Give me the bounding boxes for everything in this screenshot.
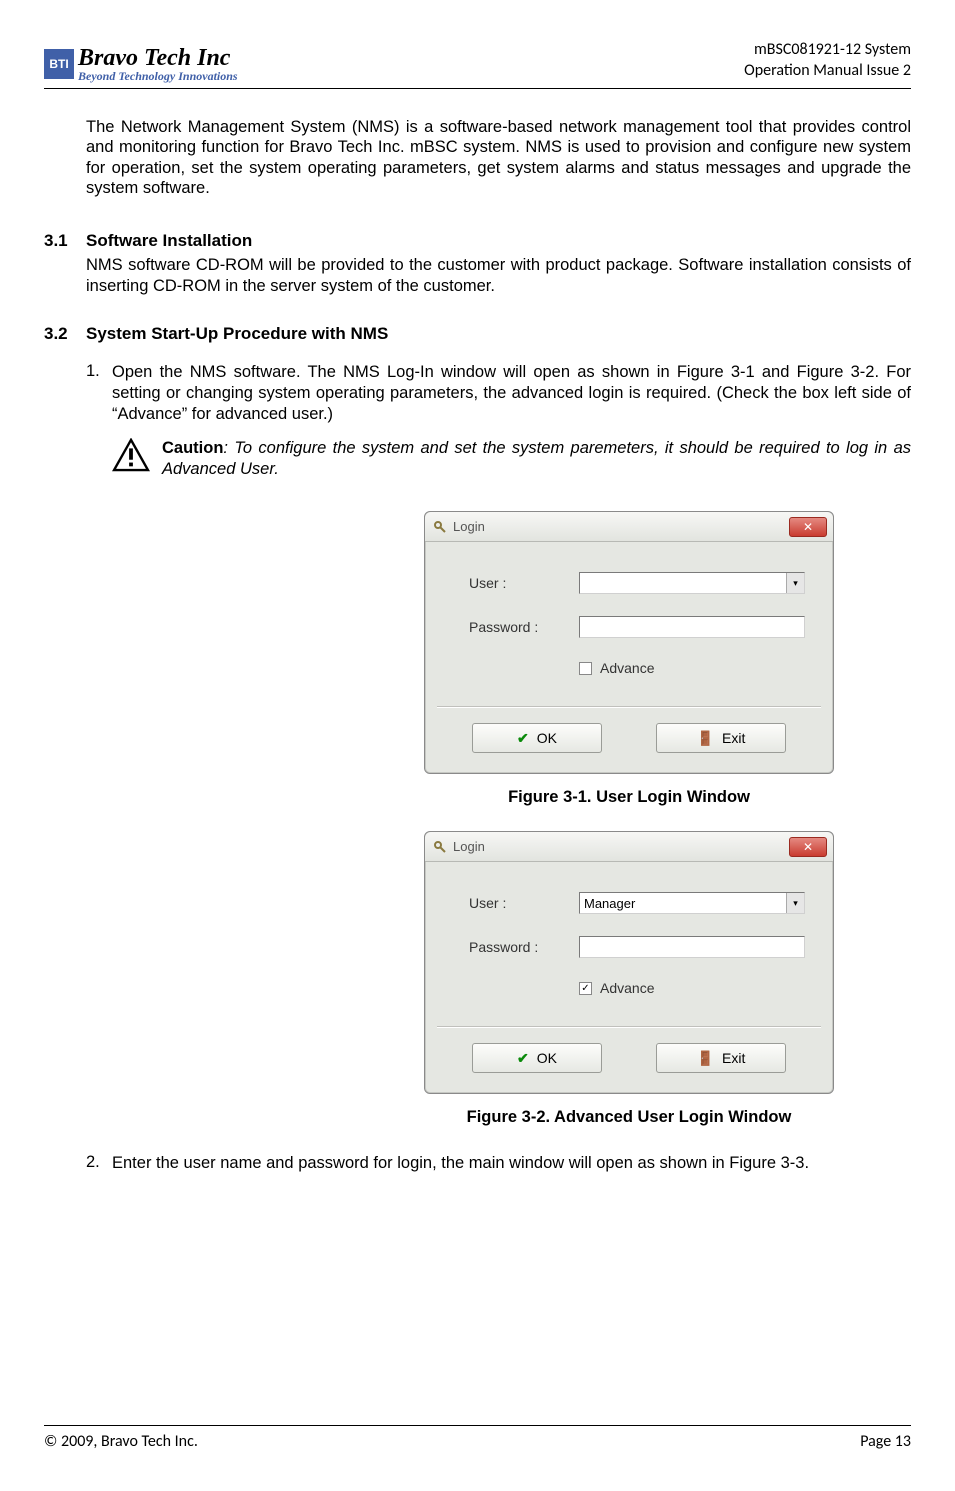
advance-checkbox[interactable]: ✓ bbox=[579, 982, 592, 995]
user-value: Manager bbox=[584, 896, 635, 911]
caution-block: Caution: To configure the system and set… bbox=[112, 438, 911, 479]
doc-title: mBSC081921-12 System bbox=[744, 40, 911, 61]
ok-label: OK bbox=[537, 1050, 557, 1066]
titlebar: Login ✕ bbox=[425, 832, 833, 862]
page-number: Page 13 bbox=[860, 1432, 911, 1451]
close-icon: ✕ bbox=[803, 840, 813, 854]
close-button[interactable]: ✕ bbox=[789, 837, 827, 857]
logo-main-text: Bravo Tech Inc bbox=[78, 46, 238, 70]
password-input[interactable] bbox=[579, 616, 805, 638]
figure-caption-1: Figure 3-1. User Login Window bbox=[424, 788, 834, 807]
key-icon bbox=[433, 840, 447, 854]
item-number: 1. bbox=[86, 362, 112, 424]
caution-text: Caution: To configure the system and set… bbox=[162, 438, 911, 479]
advance-label: Advance bbox=[600, 660, 654, 676]
window-title: Login bbox=[453, 519, 485, 534]
ok-button[interactable]: ✔ OK bbox=[472, 1043, 602, 1073]
item-text: Open the NMS software. The NMS Log-In wi… bbox=[112, 362, 911, 424]
ok-button[interactable]: ✔ OK bbox=[472, 723, 602, 753]
warning-icon bbox=[112, 438, 150, 472]
caution-label: Caution bbox=[162, 439, 223, 457]
door-icon: 🚪 bbox=[697, 1050, 714, 1067]
section-number: 3.2 bbox=[44, 324, 86, 497]
key-icon bbox=[433, 520, 447, 534]
item-text: Enter the user name and password for log… bbox=[112, 1153, 911, 1174]
doc-issue: Operation Manual Issue 2 bbox=[744, 61, 911, 82]
user-label: User : bbox=[469, 895, 579, 911]
password-label: Password : bbox=[469, 619, 579, 635]
user-label: User : bbox=[469, 575, 579, 591]
check-icon: ✔ bbox=[517, 730, 529, 747]
list-item-2: 2. Enter the user name and password for … bbox=[86, 1153, 911, 1174]
section-3-2: 3.2 System Start-Up Procedure with NMS 1… bbox=[44, 324, 911, 497]
doc-meta: mBSC081921-12 System Operation Manual Is… bbox=[744, 40, 911, 82]
exit-label: Exit bbox=[722, 1050, 745, 1066]
exit-button[interactable]: 🚪 Exit bbox=[656, 723, 786, 753]
item-number: 2. bbox=[86, 1153, 112, 1174]
login-window-advanced: Login ✕ User : Manager ▾ Password : ✓ Ad… bbox=[424, 831, 834, 1094]
section-title: Software Installation bbox=[86, 231, 911, 251]
user-combo[interactable]: ▾ bbox=[579, 572, 805, 594]
password-input[interactable] bbox=[579, 936, 805, 958]
section-3-1: 3.1 Software Installation NMS software C… bbox=[44, 231, 911, 296]
intro-paragraph: The Network Management System (NMS) is a… bbox=[44, 117, 911, 200]
section-title: System Start-Up Procedure with NMS bbox=[86, 324, 911, 344]
exit-label: Exit bbox=[722, 730, 745, 746]
password-label: Password : bbox=[469, 939, 579, 955]
exit-button[interactable]: 🚪 Exit bbox=[656, 1043, 786, 1073]
section-number: 3.1 bbox=[44, 231, 86, 296]
logo-icon: BTI bbox=[44, 49, 74, 79]
figure-caption-2: Figure 3-2. Advanced User Login Window bbox=[424, 1108, 834, 1127]
list-item-1: 1. Open the NMS software. The NMS Log-In… bbox=[86, 362, 911, 424]
figures-area: Login ✕ User : ▾ Password : Advance bbox=[424, 511, 911, 1127]
chevron-down-icon[interactable]: ▾ bbox=[786, 573, 804, 593]
advance-checkbox[interactable] bbox=[579, 662, 592, 675]
login-window-basic: Login ✕ User : ▾ Password : Advance bbox=[424, 511, 834, 774]
caution-sep: : bbox=[223, 439, 234, 457]
section-text: NMS software CD-ROM will be provided to … bbox=[86, 255, 911, 296]
advance-label: Advance bbox=[600, 980, 654, 996]
logo: BTI Bravo Tech Inc Beyond Technology Inn… bbox=[44, 46, 238, 82]
page-header: BTI Bravo Tech Inc Beyond Technology Inn… bbox=[44, 40, 911, 89]
titlebar: Login ✕ bbox=[425, 512, 833, 542]
door-icon: 🚪 bbox=[697, 730, 714, 747]
window-title: Login bbox=[453, 839, 485, 854]
user-combo[interactable]: Manager ▾ bbox=[579, 892, 805, 914]
close-button[interactable]: ✕ bbox=[789, 517, 827, 537]
caution-body: To configure the system and set the syst… bbox=[162, 439, 911, 478]
logo-sub-text: Beyond Technology Innovations bbox=[78, 70, 238, 82]
copyright: © 2009, Bravo Tech Inc. bbox=[44, 1432, 198, 1451]
page-footer: © 2009, Bravo Tech Inc. Page 13 bbox=[44, 1425, 911, 1451]
close-icon: ✕ bbox=[803, 520, 813, 534]
ok-label: OK bbox=[537, 730, 557, 746]
check-icon: ✔ bbox=[517, 1050, 529, 1067]
chevron-down-icon[interactable]: ▾ bbox=[786, 893, 804, 913]
check-mark-icon: ✓ bbox=[581, 983, 589, 994]
